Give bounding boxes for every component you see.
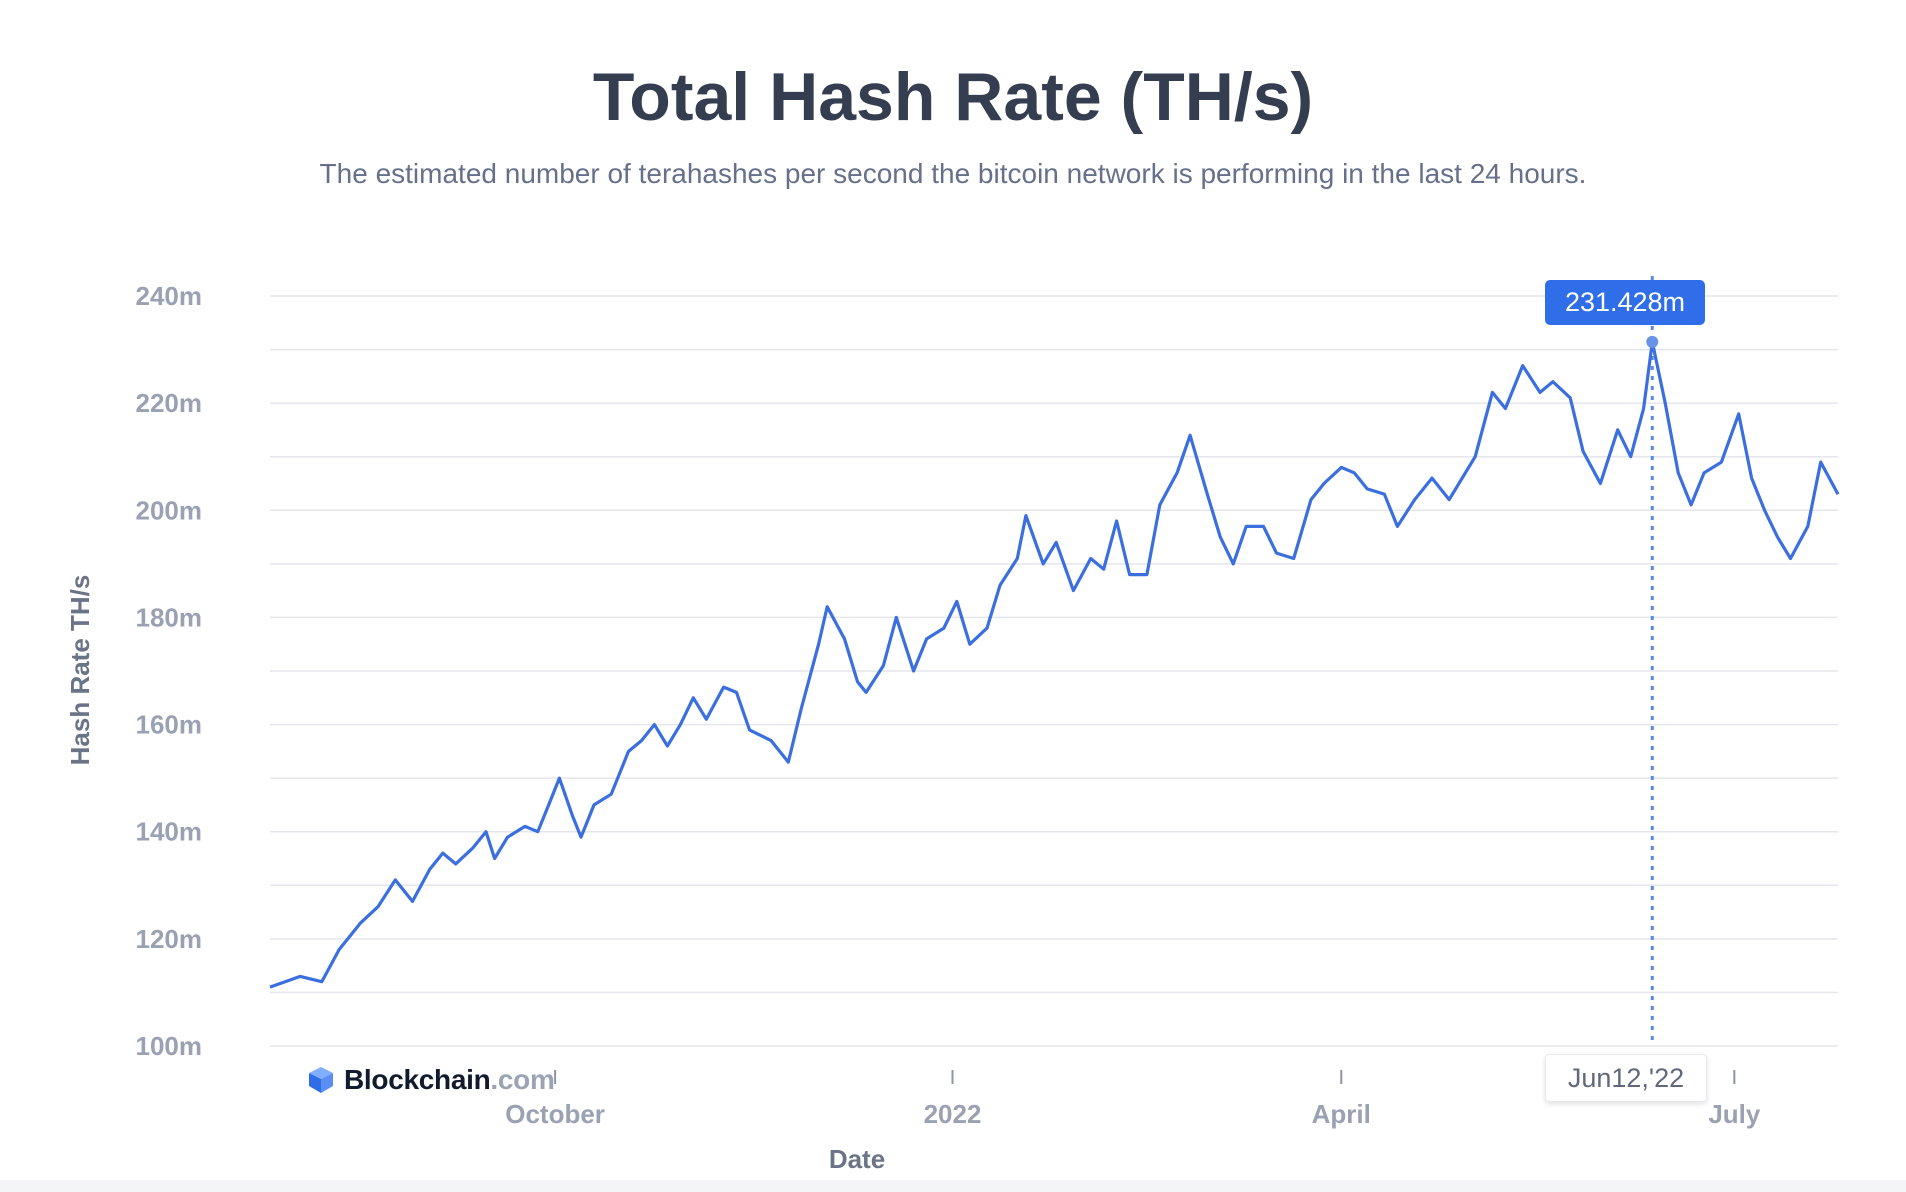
y-tick-label: 140m bbox=[136, 817, 203, 847]
y-tick-label: 120m bbox=[136, 924, 203, 954]
tooltip-value: 231.428m bbox=[1545, 280, 1705, 325]
x-axis-ticks: October 2022 April July bbox=[505, 1070, 1761, 1129]
y-tick-label: 100m bbox=[136, 1031, 203, 1061]
blockchain-logo-icon bbox=[309, 1067, 333, 1093]
x-tick-label: October bbox=[505, 1099, 605, 1129]
tooltip-date: Jun12,'22 bbox=[1545, 1054, 1707, 1102]
x-axis-title: Date bbox=[829, 1144, 885, 1174]
series-line[interactable] bbox=[269, 340, 1840, 989]
grid bbox=[270, 295, 1838, 1047]
blockchain-wordmark: Blockchain.com bbox=[344, 1064, 555, 1095]
y-tick-label: 200m bbox=[136, 495, 203, 525]
y-tick-label: 180m bbox=[136, 602, 203, 632]
y-tick-label: 220m bbox=[136, 388, 203, 418]
bottom-edge bbox=[0, 1180, 1906, 1192]
x-tick-label: July bbox=[1708, 1099, 1761, 1129]
x-tick-label: 2022 bbox=[924, 1099, 982, 1129]
x-tick-label: April bbox=[1312, 1099, 1371, 1129]
y-axis-ticks: 100m 120m 140m 160m 180m 200m 220m 240m bbox=[136, 281, 203, 1061]
chart-title: Total Hash Rate (TH/s) bbox=[592, 59, 1314, 135]
y-axis-title: Hash Rate TH/s bbox=[65, 575, 95, 766]
highlight-point[interactable] bbox=[1646, 335, 1659, 348]
chart-subtitle: The estimated number of terahashes per s… bbox=[319, 158, 1587, 189]
blockchain-logo: Blockchain.com bbox=[306, 1060, 555, 1100]
y-tick-label: 160m bbox=[136, 710, 203, 740]
y-tick-label: 240m bbox=[136, 281, 203, 311]
